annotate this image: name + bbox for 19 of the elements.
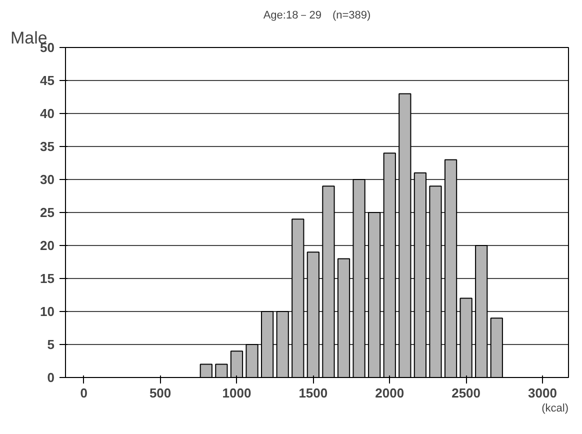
y-tick-label: 5 xyxy=(47,337,55,352)
x-tick-label: 3000 xyxy=(528,386,557,400)
y-tick-label: 10 xyxy=(40,304,55,319)
y-tick-label: 15 xyxy=(40,271,55,286)
x-tick-label: 2000 xyxy=(375,386,404,400)
y-tick-label: 45 xyxy=(40,73,55,88)
y-tick-label: 30 xyxy=(40,172,55,187)
y-tick-label: 25 xyxy=(40,205,55,220)
x-axis-title: (kcal) xyxy=(542,402,569,414)
x-tick-label: 1500 xyxy=(298,386,328,400)
y-tick-label: 35 xyxy=(40,139,55,154)
x-tick-label: 1000 xyxy=(222,386,252,400)
y-tick-label: 40 xyxy=(40,106,55,121)
x-tick-label: 500 xyxy=(149,386,172,400)
y-tick-label: 20 xyxy=(40,238,55,253)
chart-title: Age:18－29 (n=389) xyxy=(263,10,371,22)
y-tick-label: 0 xyxy=(47,370,55,385)
x-tick-label: 2500 xyxy=(452,386,481,400)
x-tick-label: 0 xyxy=(80,386,88,400)
